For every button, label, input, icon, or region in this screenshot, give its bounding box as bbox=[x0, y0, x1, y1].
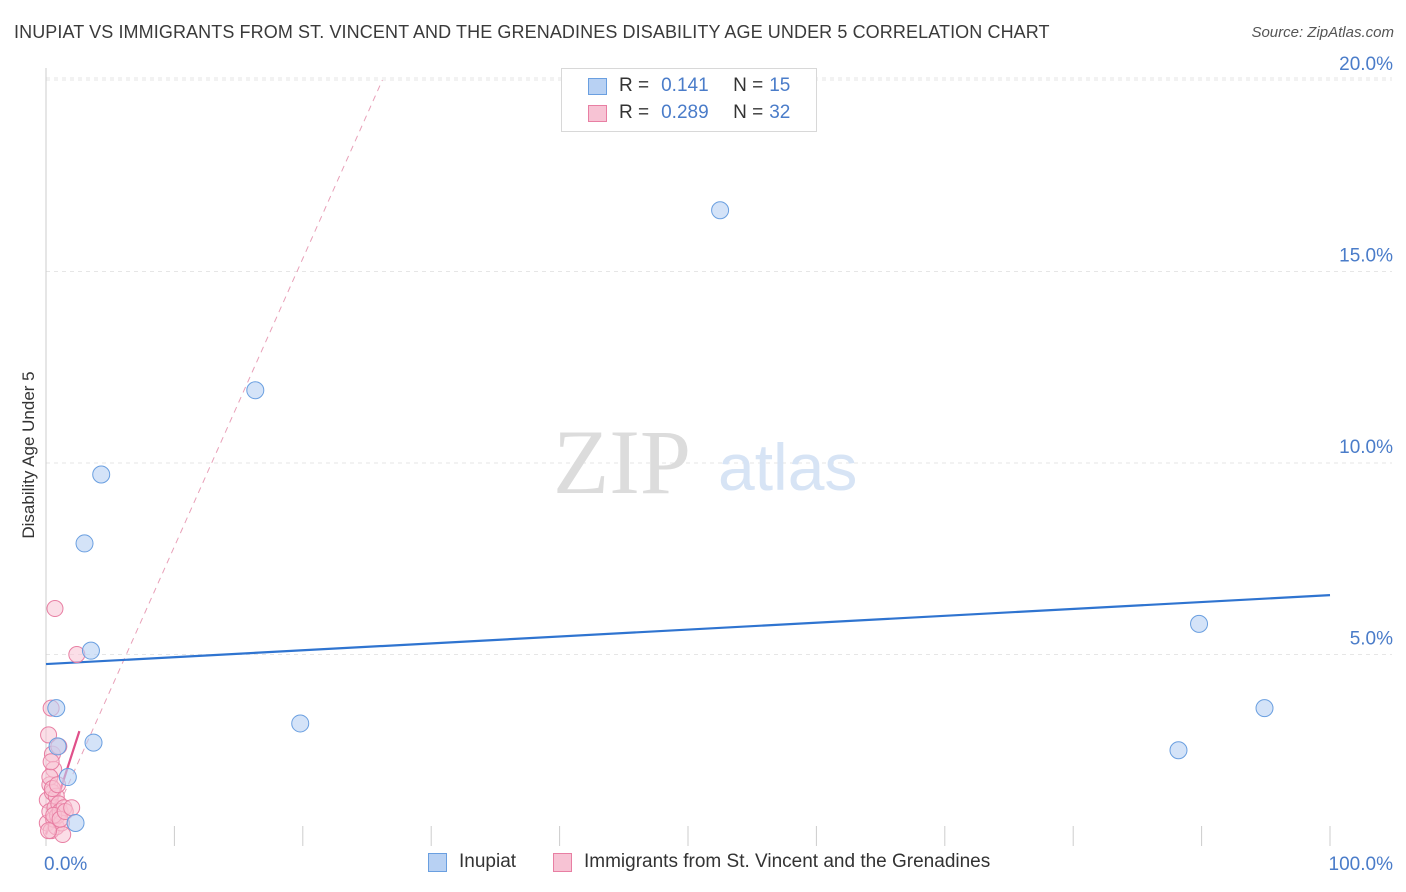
x-tick-label-1: 100.0% bbox=[1329, 854, 1394, 875]
point-immigrants-31 bbox=[42, 753, 60, 771]
watermark-atlas: atlas bbox=[718, 430, 857, 504]
gridlines bbox=[46, 77, 1392, 655]
y-tick-label-0: 5.0% bbox=[1350, 629, 1393, 650]
point-inupiat-8 bbox=[246, 381, 265, 400]
legend-swatch-inupiat bbox=[588, 77, 607, 95]
legend-r-label: R = bbox=[619, 75, 650, 96]
point-inupiat-9 bbox=[291, 714, 310, 733]
legend-n-label: N = bbox=[733, 102, 764, 123]
point-inupiat-7 bbox=[92, 465, 111, 484]
legend-row-immigrants: R = 0.289 N = 32 bbox=[588, 100, 790, 126]
point-inupiat-2 bbox=[58, 768, 77, 787]
series-legend-inupiat[interactable]: Inupiat bbox=[428, 851, 516, 873]
series-legend-immigrants[interactable]: Immigrants from St. Vincent and the Gren… bbox=[553, 851, 990, 873]
legend-n-value: 15 bbox=[769, 75, 791, 96]
legend-r-value: 0.141 bbox=[661, 75, 709, 96]
point-inupiat-1 bbox=[48, 737, 67, 756]
series-legend: Inupiat Immigrants from St. Vincent and … bbox=[0, 851, 1406, 877]
watermark-zip: ZIP bbox=[553, 411, 691, 513]
series-name-inupiat: Inupiat bbox=[459, 851, 517, 872]
series-name-immigrants: Immigrants from St. Vincent and the Gren… bbox=[584, 851, 991, 872]
legend-n-value: 32 bbox=[769, 102, 791, 123]
chart-title: INUPIAT VS IMMIGRANTS FROM ST. VINCENT A… bbox=[14, 22, 1050, 42]
trend-line-immigrants-extended bbox=[45, 79, 383, 835]
legend-r-label: R = bbox=[619, 102, 650, 123]
data-points bbox=[38, 201, 1274, 844]
point-inupiat-3 bbox=[66, 814, 85, 833]
trend-line-inupiat bbox=[45, 594, 1331, 666]
series-swatch-inupiat bbox=[428, 852, 447, 872]
source-label: Source: ZipAtlas.com bbox=[1251, 24, 1394, 41]
x-tick-label-0: 0.0% bbox=[44, 854, 87, 875]
point-immigrants-20 bbox=[54, 826, 72, 844]
point-immigrants-22 bbox=[40, 822, 58, 840]
point-inupiat-0 bbox=[47, 699, 66, 718]
legend-swatch-immigrants bbox=[588, 104, 607, 122]
y-tick-label-1: 10.0% bbox=[1339, 437, 1393, 458]
legend: R = 0.141 N = 15 R = 0.289 N = 32 bbox=[561, 68, 817, 132]
legend-n-label: N = bbox=[733, 75, 764, 96]
y-axis-label: Disability Age Under 5 bbox=[19, 371, 38, 538]
y-tick-label-2: 15.0% bbox=[1339, 246, 1393, 267]
point-inupiat-12 bbox=[1190, 614, 1209, 633]
x-tick-labels: 0.0% 100.0% bbox=[44, 854, 1393, 875]
legend-row-inupiat: R = 0.141 N = 15 bbox=[588, 73, 790, 99]
series-swatch-immigrants bbox=[553, 852, 572, 872]
point-inupiat-5 bbox=[81, 641, 100, 660]
point-inupiat-4 bbox=[75, 534, 94, 553]
point-inupiat-10 bbox=[711, 201, 730, 220]
legend-r-value: 0.289 bbox=[661, 102, 709, 123]
y-tick-label-3: 20.0% bbox=[1339, 54, 1393, 75]
point-inupiat-13 bbox=[1255, 699, 1274, 718]
point-immigrants-29 bbox=[63, 799, 81, 817]
y-tick-labels: 5.0% 10.0% 15.0% 20.0% bbox=[1339, 54, 1393, 650]
point-inupiat-11 bbox=[1169, 741, 1188, 760]
point-inupiat-6 bbox=[84, 733, 103, 752]
axes bbox=[45, 68, 1331, 846]
point-immigrants-12 bbox=[46, 600, 64, 618]
